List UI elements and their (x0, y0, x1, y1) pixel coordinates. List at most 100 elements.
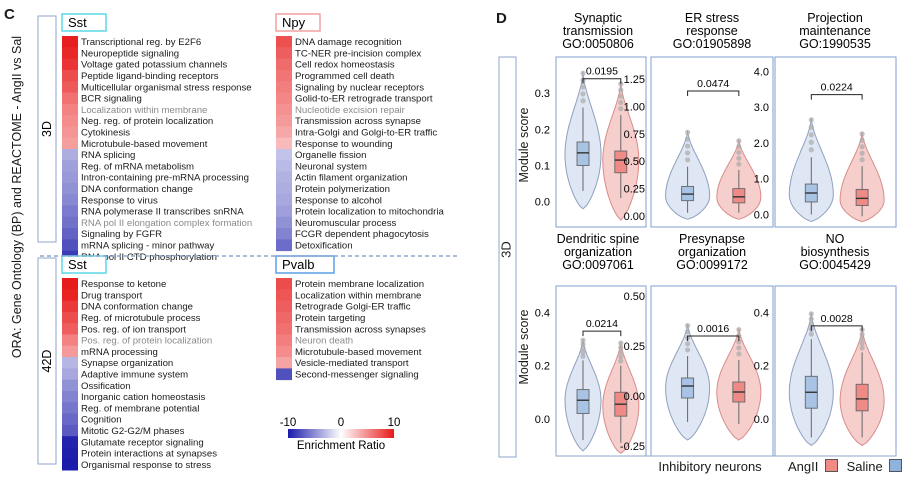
term-label: Inorganic cation homeostasis (81, 392, 205, 403)
term-label: RNA splicing (81, 150, 135, 161)
panel-d-label: D (496, 10, 507, 27)
significance-bracket (810, 325, 863, 331)
term-label: Microtubule-based movement (81, 139, 208, 150)
heatmap-cell (276, 345, 292, 358)
p-value-label: 0.0224 (821, 82, 853, 94)
plot-frame (774, 56, 897, 228)
term-label: Protein interactions at synapses (81, 449, 217, 460)
outlier-point (580, 84, 586, 90)
significance-bracket (582, 330, 622, 337)
p-value-label: 0.0214 (586, 318, 618, 330)
heatmap-cell (62, 334, 78, 347)
outlier-point (618, 99, 624, 106)
heatmap-cell (276, 160, 292, 172)
box-angii (855, 188, 869, 206)
chart-title-line: GO:0099172 (676, 258, 748, 272)
outlier-point (736, 345, 742, 351)
heatmap-cell (276, 149, 292, 161)
p-value-label: 0.0195 (586, 66, 618, 78)
y-tick-label: 0.0 (754, 209, 769, 221)
outlier-point (808, 139, 814, 145)
group-title: Sst (68, 15, 87, 30)
outlier-point (859, 131, 865, 137)
outlier-point (736, 327, 742, 333)
outlier-point (685, 143, 691, 149)
term-label: Localization within membrane (81, 105, 207, 116)
significance-bracket (810, 94, 863, 100)
term-label: Transcriptional reg. by E2F6 (81, 37, 201, 48)
chart-title-line: Dendritic spine (557, 232, 640, 246)
term-label: Neuronal system (295, 161, 367, 172)
heatmap-cell (276, 92, 292, 105)
heatmap-cell (62, 447, 78, 460)
term-label: Adaptive immune system (81, 370, 188, 381)
term-label: DNA conformation change (81, 184, 193, 195)
outlier-point (618, 87, 624, 93)
y-tick-label: 0.2 (535, 124, 550, 136)
term-label: Cell redox homeostasis (295, 60, 395, 71)
outlier-point (859, 144, 865, 150)
term-label: Protein targeting (295, 313, 365, 324)
term-label: Nucleotide excision repair (295, 105, 406, 116)
outlier-point (808, 124, 814, 130)
heatmap-cell (276, 311, 292, 324)
outlier-point (859, 137, 865, 143)
y-tick-label: 0.0 (535, 414, 550, 426)
p-value-label: 0.0016 (697, 323, 729, 335)
outlier-point (685, 347, 691, 353)
y-tick-label: 1.25 (624, 74, 645, 86)
outlier-point (580, 345, 586, 351)
heatmap-cell (276, 228, 292, 240)
heatmap-cell (276, 194, 292, 206)
y-tick-label: 2.0 (754, 138, 769, 150)
heatmap-cell (62, 205, 78, 218)
colorbar (288, 429, 394, 438)
heatmap-cell (62, 69, 78, 82)
heatmap-cell (276, 36, 292, 48)
legend-saline-label: Saline (846, 459, 883, 474)
heatmap-cell (62, 391, 78, 403)
heatmap-cell (62, 194, 78, 206)
term-label: Protein polymerization (295, 184, 390, 195)
term-label: Cognition (81, 415, 122, 426)
heatmap-cell (276, 323, 292, 335)
y-tick-label: 3.0 (754, 102, 769, 114)
heatmap-cell (276, 58, 292, 71)
y-tick-label: 0.00 (624, 391, 645, 403)
y-tick-label: 0.25 (624, 341, 645, 353)
term-label: Reg. of membrane potential (81, 403, 199, 414)
term-label: BCR signaling (81, 94, 142, 105)
outlier-point (618, 358, 624, 364)
outlier-point (580, 337, 586, 343)
y-tick-label: -0.25 (620, 441, 645, 453)
heatmap-cell (276, 289, 292, 301)
term-label: Ossification (81, 381, 131, 392)
legend: AngII Saline (788, 459, 903, 475)
y-tick-label: 0.3 (535, 88, 550, 100)
box-saline (576, 141, 590, 166)
heatmap-cell (62, 278, 78, 290)
y-tick-label: 0.00 (624, 211, 645, 223)
term-label: RNA polymerase II transcribes snRNA (81, 207, 244, 218)
heatmap-cell (62, 47, 78, 59)
term-label: Golid-to-ER retrograde transport (295, 94, 433, 105)
y-tick-label: 0.2 (535, 361, 550, 373)
outlier-point (580, 91, 586, 97)
term-label: Response to virus (81, 195, 158, 206)
term-label: Organelle fission (295, 150, 366, 161)
term-label: Intra-Golgi and Golgi-to-ER traffic (295, 128, 437, 139)
outlier-point (808, 132, 814, 138)
chart-title-line: organization (678, 245, 746, 259)
term-label: FCGR dependent phagocytosis (295, 229, 429, 240)
heatmap-cell (276, 368, 292, 381)
heatmap-cell (62, 81, 78, 93)
heatmap-cell (62, 126, 78, 139)
heatmap-cell (62, 137, 78, 150)
group-title-box (275, 13, 321, 32)
outlier-point (618, 354, 624, 360)
term-label: Peptide ligand-binding receptors (81, 71, 219, 82)
heatmap-cell (62, 182, 78, 195)
heatmap-cell (62, 345, 78, 358)
